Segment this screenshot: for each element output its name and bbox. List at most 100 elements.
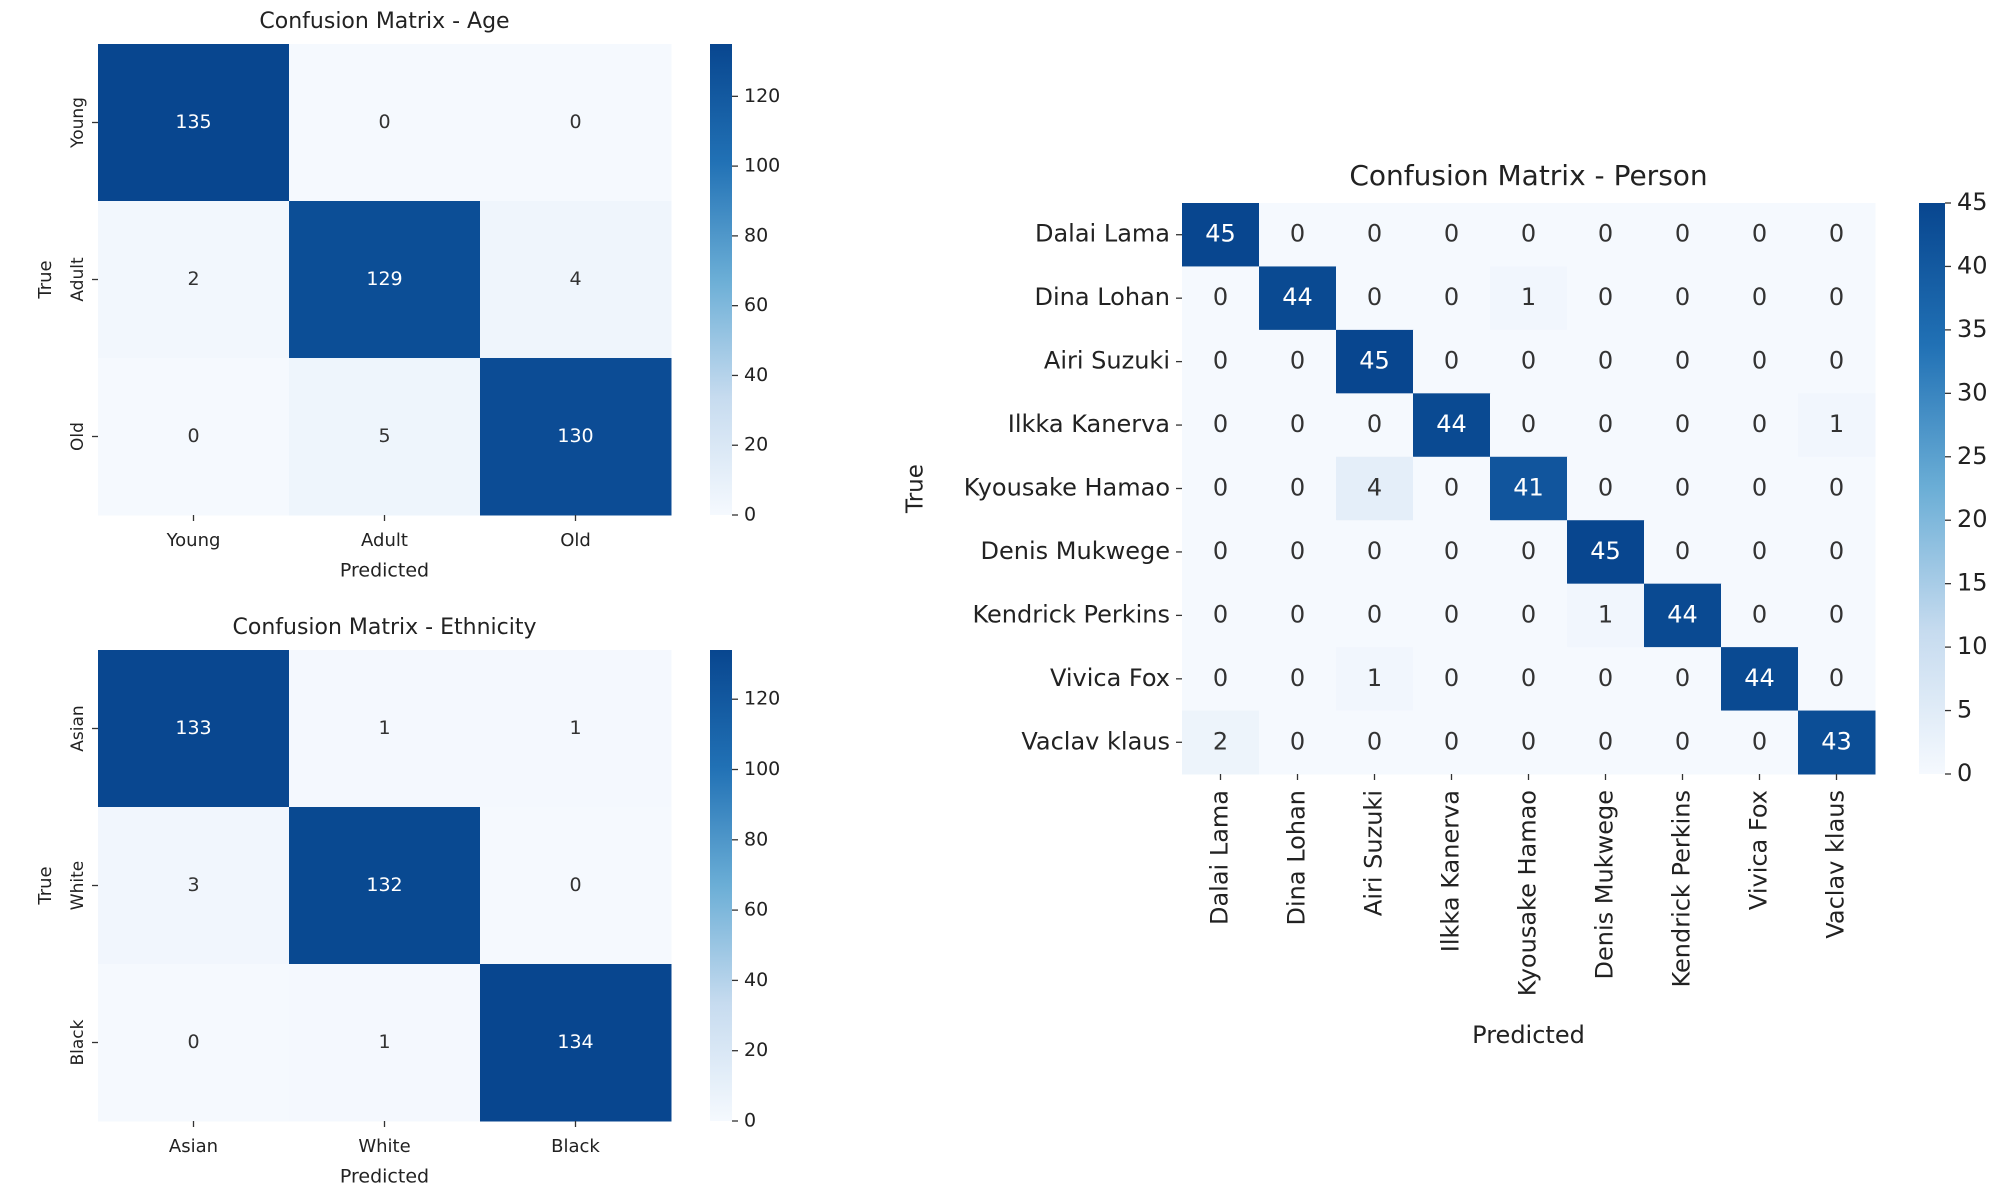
heatmap-cell	[98, 201, 290, 359]
heatmap-cell	[1721, 520, 1799, 585]
heatmap-cell	[1259, 710, 1337, 775]
cell-label: 1	[1521, 283, 1536, 311]
cell-label: 0	[1829, 474, 1844, 502]
heatmap-cell	[480, 650, 672, 808]
x-tick-label: Airi Suzuki	[1360, 790, 1388, 916]
heatmap-cell	[1721, 583, 1799, 648]
cell-label: 0	[1675, 727, 1690, 755]
heatmap-cell	[1259, 583, 1337, 648]
heatmap-cell	[1798, 329, 1876, 394]
x-tick-label: Denis Mukwege	[1591, 790, 1619, 979]
cell-label: 45	[1590, 537, 1621, 565]
heatmap-cell	[1721, 647, 1799, 712]
cell-label: 45	[1205, 220, 1236, 248]
x-axis-label: Predicted	[340, 560, 429, 582]
cell-label: 44	[1744, 664, 1775, 692]
heatmap-cell	[1567, 456, 1645, 521]
colorbar-tick-label: 100	[744, 155, 780, 177]
heatmap-cell	[1490, 329, 1568, 394]
heatmap-cell	[1567, 710, 1645, 775]
y-tick-label: Young	[68, 97, 88, 149]
heatmap-cell	[1182, 456, 1260, 521]
cell-label: 0	[1444, 474, 1459, 502]
heatmap-cell	[1182, 583, 1260, 648]
cell-label: 0	[1444, 220, 1459, 248]
heatmap-cell	[1182, 266, 1260, 331]
heatmap-cell	[1644, 710, 1722, 775]
x-tick-label: Young	[166, 530, 221, 551]
heatmap-cell	[1336, 329, 1414, 394]
cell-label: 0	[1444, 600, 1459, 628]
heatmap-cell	[480, 807, 672, 965]
heatmap-cell	[1567, 583, 1645, 648]
colorbar-tick-label: 35	[1957, 315, 1988, 343]
colorbar-tick-label: 0	[1957, 759, 1972, 787]
heatmap-cell	[1336, 203, 1414, 267]
cell-label: 0	[1598, 410, 1613, 438]
cell-label: 1	[1367, 664, 1382, 692]
heatmap-cell	[1413, 266, 1491, 331]
y-tick-label: Old	[68, 422, 88, 451]
cell-label: 0	[187, 1031, 199, 1053]
cell-label: 0	[1598, 347, 1613, 375]
heatmap-cell	[289, 44, 481, 202]
heatmap-cell	[1644, 203, 1722, 267]
cell-label: 0	[1675, 537, 1690, 565]
y-tick-label: Black	[68, 1019, 88, 1065]
cell-label: 0	[1213, 283, 1228, 311]
cell-label: 0	[1213, 347, 1228, 375]
heatmap-cell	[1490, 583, 1568, 648]
cell-label: 0	[1829, 220, 1844, 248]
heatmap-cell	[1798, 710, 1876, 775]
heatmap-cell	[1567, 647, 1645, 712]
cell-label: 135	[175, 111, 211, 133]
cell-label: 0	[1675, 347, 1690, 375]
heatmap-cell	[1182, 520, 1260, 585]
chart-title: Confusion Matrix - Age	[259, 9, 509, 34]
heatmap-cell	[1798, 393, 1876, 458]
y-axis-label: True	[903, 464, 929, 514]
cell-label: 44	[1436, 410, 1467, 438]
cell-label: 0	[378, 111, 390, 133]
cell-label: 0	[1521, 220, 1536, 248]
colorbar-tick-label: 60	[744, 294, 768, 316]
cell-label: 5	[378, 425, 390, 447]
heatmap-cell	[1413, 647, 1491, 712]
heatmap-cell	[1798, 266, 1876, 331]
cell-label: 0	[1290, 600, 1305, 628]
cell-label: 0	[1290, 410, 1305, 438]
heatmap-cell	[1490, 203, 1568, 267]
colorbar-tick-label: 10	[1957, 632, 1988, 660]
cell-label: 44	[1282, 283, 1313, 311]
cell-label: 0	[1521, 347, 1536, 375]
x-tick-label: Dalai Lama	[1206, 790, 1234, 925]
heatmap-cell	[1567, 329, 1645, 394]
y-tick-label: Vaclav klaus	[1021, 727, 1170, 755]
colorbar-tick-label: 60	[744, 899, 768, 921]
cell-label: 0	[1367, 727, 1382, 755]
cell-label: 0	[1752, 410, 1767, 438]
x-tick-label: Old	[560, 530, 591, 551]
heatmap-cell	[1567, 393, 1645, 458]
colorbar-tick-label: 30	[1957, 378, 1988, 406]
colorbar-tick-label: 40	[1957, 251, 1988, 279]
heatmap-cell	[1567, 520, 1645, 585]
heatmap-cell	[1644, 266, 1722, 331]
heatmap-cell	[1182, 393, 1260, 458]
cell-label: 0	[1213, 474, 1228, 502]
x-tick-label: Adult	[361, 530, 408, 551]
x-tick-label: Vaclav klaus	[1822, 790, 1850, 939]
cell-label: 0	[569, 111, 581, 133]
heatmap-cell	[1182, 203, 1260, 267]
cell-label: 0	[1675, 283, 1690, 311]
heatmap-cell	[98, 358, 290, 516]
heatmap-cell	[1259, 647, 1337, 712]
cell-label: 0	[1444, 283, 1459, 311]
cell-label: 0	[1444, 664, 1459, 692]
cell-label: 0	[1752, 537, 1767, 565]
heatmap-cell	[1182, 710, 1260, 775]
heatmap-cell	[1259, 203, 1337, 267]
cell-label: 0	[1752, 600, 1767, 628]
y-tick-label: White	[68, 861, 88, 910]
heatmap-cell	[1182, 647, 1260, 712]
